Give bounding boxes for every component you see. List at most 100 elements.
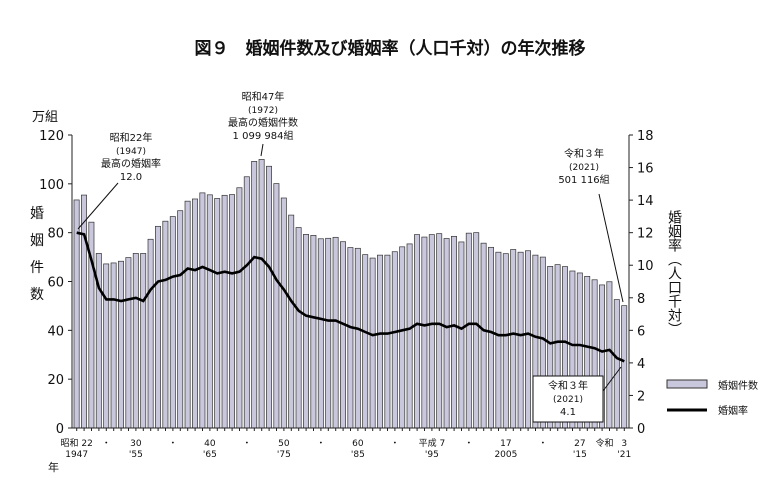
annotation-2021-count: 501 116組	[558, 173, 609, 186]
x-tick-label: 50	[278, 439, 290, 449]
x-tick-label: 17	[500, 439, 511, 449]
bar-1974	[273, 183, 280, 429]
right-tick-label: 16	[637, 162, 654, 177]
right-tick-label: 10	[637, 259, 654, 274]
bar-1984	[347, 247, 354, 429]
x-tick-label: 40	[204, 439, 216, 449]
left-axis-title-char: 数	[30, 287, 44, 303]
left-tick-label: 60	[47, 276, 64, 291]
annotation-2021-count: 令和３年	[564, 147, 604, 160]
bar-2003	[488, 246, 494, 429]
annotation-1947: 最高の婚姻率	[101, 157, 161, 170]
x-tick-label: 60	[352, 439, 364, 449]
left-axis-title-char: 件	[30, 260, 44, 276]
x-tick-sublabel: '21	[617, 450, 631, 460]
legend-line-label: 婚姻率	[718, 404, 748, 417]
bar-1971	[251, 161, 258, 429]
bar-1969	[236, 187, 243, 429]
annotation-2021-rate: (2021)	[553, 395, 583, 405]
annotation-1947: 昭和22年	[110, 131, 153, 144]
bar-2021	[621, 305, 628, 429]
x-tick-label: ・	[168, 439, 177, 449]
bar-1961	[177, 210, 184, 429]
right-tick-label: 0	[637, 422, 645, 437]
bar-1999	[458, 241, 465, 429]
annotation-1972: 最高の婚姻件数	[228, 116, 298, 129]
left-tick-label: 0	[56, 422, 64, 437]
left-axis-title-char: 婚	[30, 206, 44, 222]
marriage-rate-line	[76, 231, 625, 363]
bar-1951	[103, 263, 110, 429]
bar-1964	[199, 192, 206, 429]
legend-bar-swatch	[666, 379, 708, 389]
x-tick-label: ・	[242, 439, 251, 449]
x-tick-label: ・	[538, 439, 547, 449]
bar-2005	[502, 253, 509, 429]
bar-1989	[384, 254, 391, 429]
bar-1955	[132, 253, 139, 429]
x-tick-label: ・	[102, 439, 111, 449]
left-unit-label: 万組	[32, 110, 58, 125]
annotation-1972: 昭和47年	[242, 90, 285, 103]
x-tick-sublabel: '95	[425, 450, 439, 460]
bar-2007	[517, 251, 524, 429]
x-tick-sublabel: '65	[203, 450, 217, 460]
bar-2002	[480, 242, 487, 429]
x-tick-sublabel: '85	[351, 450, 365, 460]
bar-1956	[140, 253, 147, 429]
bar-1980	[317, 238, 324, 429]
annotation-arrow-1972	[260, 143, 264, 157]
annotation-2021-rate: 4.1	[560, 407, 576, 418]
bar-1979	[310, 235, 317, 429]
x-tick-sublabel: '15	[573, 450, 587, 460]
x-tick-label: 令和	[595, 437, 613, 449]
bar-1973	[266, 165, 272, 429]
bar-1967	[221, 194, 228, 429]
bar-1986	[362, 254, 369, 429]
right-axis-title: 婚姻率（人口千対）	[666, 210, 682, 336]
left-axis-title-char: 姻	[30, 233, 44, 249]
bar-1959	[162, 220, 169, 429]
annotation-1947: 12.0	[120, 172, 142, 183]
x-tick-sublabel: '55	[129, 450, 143, 460]
legend-bar-label: 婚姻件数	[718, 379, 758, 392]
x-tick-label: ・	[390, 439, 399, 449]
bar-1993	[414, 234, 420, 429]
bar-1976	[288, 214, 295, 429]
left-tick-label: 20	[47, 373, 64, 388]
annotation-1972: (1972)	[248, 106, 278, 116]
annotation-box-2021-rate	[532, 375, 604, 423]
bar-1948	[81, 194, 87, 429]
bar-1970	[243, 176, 250, 429]
annotation-1947: (1947)	[116, 147, 146, 157]
annotation-arrow-1947	[77, 182, 119, 230]
x-tick-label: 平成 7	[419, 437, 446, 449]
x-tick-label: ・	[464, 439, 473, 449]
left-tick-label: 40	[47, 324, 64, 339]
bar-2004	[495, 251, 502, 429]
bar-1975	[280, 197, 287, 429]
x-tick-sublabel: '75	[277, 450, 291, 460]
left-tick-label: 100	[39, 178, 64, 193]
x-tick-label: 30	[130, 439, 142, 449]
bar-2019	[606, 281, 613, 429]
bar-2008	[525, 250, 531, 429]
right-tick-label: 12	[637, 227, 654, 242]
bar-1992	[406, 243, 413, 429]
right-tick-label: 8	[637, 292, 645, 307]
bar-1985	[354, 247, 361, 429]
x-tick-label: 27	[574, 439, 585, 449]
chart-title: 図９ 婚姻件数及び婚姻率（人口千対）の年次推移	[194, 39, 586, 59]
bar-1978	[303, 234, 309, 429]
right-tick-label: 4	[637, 357, 645, 372]
annotation-2021-count: (2021)	[569, 163, 599, 173]
annotation-1972: 1 099 984組	[233, 129, 294, 142]
annotation-arrow-2021-count	[598, 193, 624, 303]
bar-1982	[332, 236, 339, 429]
bar-1963	[192, 198, 198, 429]
bar-2006	[510, 249, 517, 429]
bar-1981	[325, 237, 332, 429]
x-axis-label: 年	[48, 460, 59, 474]
bar-1958	[155, 225, 161, 429]
